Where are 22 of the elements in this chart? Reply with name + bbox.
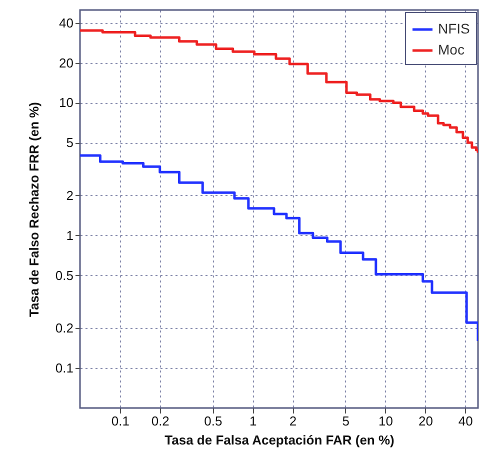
x-tick-label: 0.1 xyxy=(111,414,130,428)
y-axis-title: Tasa de Falso Rechazo FRR (en %) xyxy=(26,102,42,318)
y-tick-label: 2 xyxy=(66,188,74,203)
y-tick-label: 5 xyxy=(66,135,74,150)
y-tick-label: 0.1 xyxy=(55,360,74,376)
x-tick-label: 0.5 xyxy=(204,414,222,428)
x-tick-label: 5 xyxy=(342,414,350,428)
x-axis-title: Tasa de Falsa Aceptación FAR (en %) xyxy=(164,432,394,448)
y-tick-label: 1 xyxy=(66,228,74,243)
x-tick-label: 2 xyxy=(289,414,297,428)
x-tick-label: 10 xyxy=(378,414,394,428)
x-tick-label: 20 xyxy=(418,414,433,428)
x-tick-label: 40 xyxy=(458,414,473,428)
legend-label: NFIS xyxy=(438,20,470,36)
x-tick-label: 1 xyxy=(249,414,257,428)
y-tick-label: 40 xyxy=(59,15,74,30)
y-tick-label: 20 xyxy=(59,55,74,70)
legend-label: Moc xyxy=(438,42,464,58)
y-tick-label: 10 xyxy=(59,95,74,110)
y-tick-label: 0.5 xyxy=(55,268,74,283)
x-tick-label: 0.2 xyxy=(151,414,170,428)
y-tick-label: 0.2 xyxy=(55,320,74,336)
